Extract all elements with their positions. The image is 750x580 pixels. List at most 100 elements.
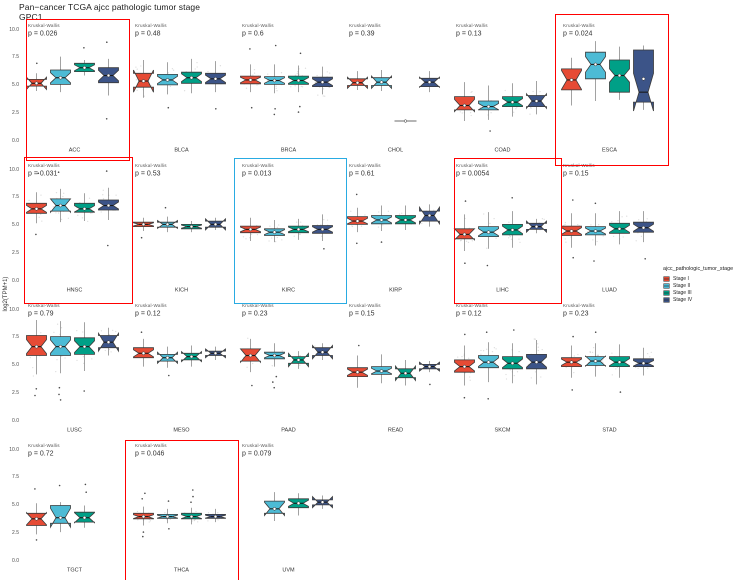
- jitter-point: [271, 365, 273, 367]
- jitter-point: [40, 213, 42, 215]
- cancer-type-label: KIRC: [282, 288, 295, 294]
- mean-point: [58, 203, 63, 208]
- jitter-point: [433, 209, 435, 211]
- jitter-point: [611, 352, 613, 354]
- jitter-point: [294, 85, 296, 87]
- jitter-point: [193, 519, 195, 522]
- jitter-point: [467, 241, 470, 244]
- jitter-point: [494, 362, 496, 364]
- mean-point: [593, 229, 598, 233]
- jitter-point: [245, 87, 248, 89]
- y-axis-ticks-row-3: 10.0 7.5 5.0 2.5 0.0: [0, 302, 20, 442]
- outlier-point: [380, 241, 383, 243]
- jitter-point: [296, 72, 298, 75]
- jitter-point: [518, 350, 520, 353]
- jitter-point: [271, 237, 273, 239]
- mean-point: [165, 78, 170, 82]
- outlier-point: [323, 248, 325, 250]
- mean-point: [213, 351, 218, 356]
- outlier-point: [464, 333, 466, 336]
- y-tick-label: 2.5: [12, 249, 19, 256]
- method-label: Kruskal-Wallis: [349, 23, 381, 28]
- outlier-point: [144, 492, 146, 495]
- jitter-point: [56, 323, 59, 325]
- panel-plot-skcm: Kruskal-Wallis p = 0.12 SKCM: [454, 303, 547, 434]
- jitter-point: [542, 361, 544, 363]
- jitter-point: [486, 247, 488, 249]
- legend-item-stage-iv: Stage IV: [663, 296, 750, 303]
- outlier-point: [464, 200, 467, 202]
- method-label: Kruskal-Wallis: [28, 163, 60, 168]
- cancer-type-label: COAD: [495, 148, 511, 154]
- cancer-type-label: CHOL: [388, 148, 403, 154]
- outlier-point: [464, 262, 466, 264]
- mean-point: [593, 62, 598, 67]
- jitter-point: [589, 351, 591, 353]
- panel-plot-paad: Kruskal-Wallis p = 0.23 PAAD: [239, 303, 333, 434]
- outlier-point: [142, 535, 144, 538]
- p-value-label: p = 0.013: [242, 171, 271, 178]
- jitter-point: [280, 72, 283, 74]
- jitter-point: [637, 367, 639, 370]
- cancer-type-label: TGCT: [67, 568, 83, 574]
- jitter-point: [387, 210, 390, 212]
- jitter-point: [470, 91, 472, 94]
- panel-plot-acc: Kruskal-Wallis p = 0.026 ACC: [26, 23, 119, 154]
- mean-point: [427, 80, 432, 84]
- jitter-point: [626, 215, 628, 217]
- jitter-point: [537, 346, 539, 348]
- mean-point: [510, 100, 515, 104]
- mean-point: [320, 500, 325, 504]
- jitter-point: [461, 112, 463, 114]
- jitter-point: [459, 111, 461, 113]
- mean-point: [569, 360, 574, 364]
- jitter-point: [323, 218, 325, 221]
- jitter-point: [112, 329, 114, 332]
- jitter-point: [401, 212, 403, 214]
- outlier-point: [358, 344, 360, 347]
- mean-point: [617, 227, 622, 231]
- method-label: Kruskal-Wallis: [242, 303, 274, 308]
- outlier-point: [168, 528, 170, 530]
- mean-point: [593, 359, 598, 363]
- outlier-point: [83, 390, 85, 392]
- jitter-point: [315, 81, 317, 84]
- jitter-point: [591, 351, 594, 354]
- cancer-type-label: HNSC: [67, 288, 83, 294]
- legend: ajcc_pathologic_tumor_stage Stage I Stage…: [663, 266, 750, 303]
- mean-point: [486, 104, 491, 109]
- p-value-label: p = 0.12: [135, 311, 161, 318]
- jitter-point: [195, 510, 197, 513]
- p-value-label: p = 0.079: [242, 451, 271, 458]
- jitter-point: [102, 194, 104, 196]
- y-tick-label: 0.0: [12, 557, 19, 564]
- panel-plot-kich: Kruskal-Wallis p = 0.53 KICH: [133, 163, 226, 294]
- panel-plot-tgct: Kruskal-Wallis p = 0.72 TGCT: [26, 443, 95, 574]
- jitter-point: [508, 237, 510, 239]
- jitter-point: [67, 217, 70, 219]
- outlier-point: [192, 495, 194, 498]
- outlier-point: [356, 242, 358, 245]
- jitter-point: [508, 221, 510, 223]
- jitter-point: [483, 213, 485, 215]
- p-value-label: p = 0.48: [135, 31, 161, 38]
- outlier-point: [84, 483, 87, 486]
- jitter-point: [537, 343, 539, 345]
- mean-point: [534, 360, 539, 364]
- outlier-point: [593, 260, 595, 262]
- outlier-point: [167, 500, 170, 502]
- outlier-point: [36, 62, 38, 65]
- y-tick-label: 2.5: [12, 389, 19, 396]
- outlier-point: [273, 386, 275, 389]
- jitter-point: [242, 236, 245, 238]
- jitter-point: [461, 355, 463, 358]
- mean-point: [272, 78, 277, 83]
- jitter-point: [510, 238, 513, 240]
- mean-point: [403, 119, 408, 123]
- jitter-point: [398, 213, 401, 215]
- jitter-point: [509, 369, 511, 371]
- jitter-point: [612, 235, 615, 238]
- jitter-point: [518, 238, 520, 240]
- jitter-point: [314, 345, 316, 347]
- panel-plot-kirp: Kruskal-Wallis p = 0.61 KIRP: [347, 163, 440, 294]
